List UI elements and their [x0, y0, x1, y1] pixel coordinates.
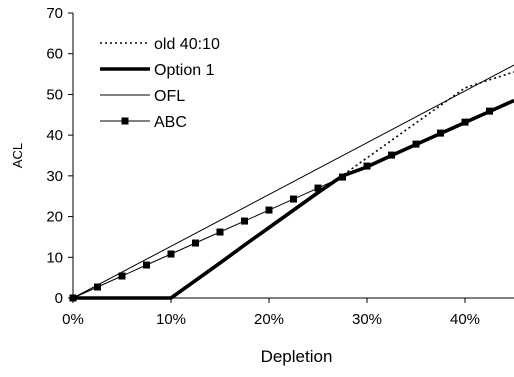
- data-point: [461, 118, 469, 126]
- data-point: [486, 107, 493, 115]
- data-point: [437, 129, 444, 137]
- data-point: [94, 283, 101, 291]
- x-tick-label: 10%: [156, 311, 186, 328]
- data-point: [118, 272, 126, 280]
- y-tick-label: 70: [46, 5, 63, 22]
- x-tick-label: 0%: [62, 311, 84, 328]
- legend-label-option-1: Option 1: [154, 62, 215, 79]
- x-tick-label: 30%: [352, 311, 382, 328]
- ticks: 0 10 20 30 40 50 60 70 0% 10% 20% 30% 40%: [46, 5, 480, 328]
- x-axis-label: Depletion: [261, 347, 333, 366]
- series-line-ofl: [72, 64, 514, 299]
- data-point: [143, 261, 150, 269]
- data-point: [363, 162, 371, 170]
- y-tick-label: 40: [46, 127, 63, 144]
- legend-label-old-40-10: old 40:10: [154, 36, 220, 53]
- legend-label-abc: ABC: [154, 114, 187, 131]
- data-point: [241, 217, 248, 225]
- data-point: [69, 294, 77, 302]
- data-point: [216, 228, 224, 236]
- axes: [72, 13, 514, 299]
- data-point: [388, 151, 395, 159]
- legend-label-ofl: OFL: [154, 88, 185, 105]
- data-point: [265, 206, 273, 214]
- legend: old 40:10 Option 1 OFL ABC: [100, 36, 220, 131]
- y-axis-label: ACL: [10, 143, 25, 168]
- y-tick-label: 50: [46, 86, 63, 103]
- x-tick-label: 40%: [450, 311, 480, 328]
- y-tick-label: 60: [46, 46, 63, 63]
- y-tick-label: 30: [46, 168, 63, 185]
- data-point: [339, 173, 346, 181]
- data-point: [192, 239, 199, 247]
- data-point: [412, 140, 420, 148]
- data-point: [314, 184, 322, 192]
- y-tick-label: 0: [55, 290, 63, 307]
- data-point: [167, 250, 175, 258]
- x-tick-label: 20%: [254, 311, 284, 328]
- y-tick-label: 20: [46, 209, 63, 226]
- y-tick-label: 10: [46, 249, 63, 266]
- legend-marker: [121, 117, 129, 125]
- data-point: [290, 195, 297, 203]
- series-line-old-40-10: [73, 71, 514, 299]
- series: [69, 64, 514, 302]
